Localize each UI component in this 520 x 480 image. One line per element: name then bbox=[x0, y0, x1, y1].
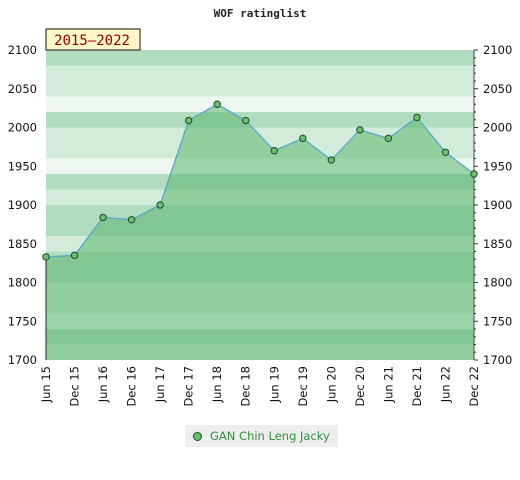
rating-point bbox=[70, 251, 79, 260]
y-tick-label-right: 1700 bbox=[483, 353, 512, 367]
y-tick-label-right: 1850 bbox=[483, 237, 512, 251]
background-band bbox=[46, 50, 474, 66]
x-tick-label: Jun 17 bbox=[153, 366, 167, 403]
rating-point bbox=[99, 213, 107, 222]
chart-title: WOF ratinglist bbox=[214, 7, 307, 20]
y-tick-label-right: 1800 bbox=[483, 276, 512, 290]
x-tick-label: Dec 19 bbox=[296, 366, 310, 407]
rating-point bbox=[356, 126, 364, 134]
x-tick-label: Jun 19 bbox=[267, 366, 281, 403]
rating-point bbox=[156, 201, 164, 209]
x-tick-label: Jun 15 bbox=[39, 366, 53, 403]
rating-point bbox=[184, 116, 193, 125]
rating-point bbox=[299, 134, 307, 143]
rating-point bbox=[270, 147, 278, 155]
rating-point bbox=[127, 216, 136, 224]
x-tick-label: Dec 16 bbox=[125, 366, 139, 407]
rating-area-fill bbox=[46, 104, 474, 360]
y-tick-label-right: 2050 bbox=[483, 82, 512, 96]
y-tick-label-left: 2000 bbox=[8, 121, 37, 135]
x-tick-label: Dec 21 bbox=[410, 366, 424, 407]
rating-point bbox=[242, 116, 250, 125]
background-band bbox=[46, 81, 474, 97]
x-tick-label: Dec 15 bbox=[68, 366, 82, 407]
y-tick-label-left: 1800 bbox=[8, 276, 37, 290]
period-badge-text: 2015–2022 bbox=[54, 33, 130, 49]
y-tick-label-left: 1900 bbox=[8, 198, 37, 212]
y-tick-label-left: 1850 bbox=[8, 237, 37, 251]
y-tick-label-right: 2100 bbox=[483, 43, 512, 57]
background-band bbox=[46, 112, 474, 128]
x-tick-label: Jun 21 bbox=[381, 366, 395, 403]
rating-point bbox=[441, 148, 450, 157]
y-tick-label-right: 1950 bbox=[483, 159, 512, 173]
background-band bbox=[46, 65, 474, 81]
y-tick-label-left: 1950 bbox=[8, 159, 37, 173]
rating-point bbox=[470, 170, 478, 178]
y-tick-label-left: 1700 bbox=[8, 353, 37, 367]
y-tick-label-right: 1900 bbox=[483, 198, 512, 212]
background-band bbox=[46, 96, 474, 112]
y-tick-label-left: 2100 bbox=[8, 43, 37, 57]
y-tick-label-right: 1750 bbox=[483, 314, 512, 328]
x-tick-label: Jun 22 bbox=[438, 366, 452, 403]
legend-marker-icon bbox=[193, 431, 202, 441]
rating-markers bbox=[42, 100, 478, 261]
rating-area bbox=[45, 103, 475, 360]
legend-label: GAN Chin Leng Jacky bbox=[210, 429, 330, 443]
rating-point bbox=[327, 156, 336, 164]
x-tick-label: Dec 17 bbox=[182, 366, 196, 407]
period-badge: 2015–2022 bbox=[45, 28, 141, 51]
x-tick-label: Dec 18 bbox=[239, 366, 253, 407]
y-tick-label-left: 2050 bbox=[8, 82, 37, 96]
rating-point bbox=[413, 113, 421, 122]
x-tick-label: Jun 18 bbox=[210, 366, 224, 403]
y-tick-label-right: 2000 bbox=[483, 121, 512, 135]
rating-point bbox=[42, 253, 50, 261]
x-tick-label: Jun 20 bbox=[324, 366, 338, 403]
x-tick-label: Jun 16 bbox=[96, 366, 110, 403]
x-tick-label: Dec 22 bbox=[467, 366, 481, 407]
legend: GAN Chin Leng Jacky bbox=[185, 425, 338, 447]
rating-point bbox=[213, 100, 221, 108]
y-tick-label-left: 1750 bbox=[8, 314, 37, 328]
rating-point bbox=[384, 134, 393, 143]
axes: 1700 1700 1750 1750 1800 1800 1850 1850 1900 1900… bbox=[8, 43, 513, 407]
rating-line bbox=[45, 103, 475, 258]
x-tick-label: Dec 20 bbox=[353, 366, 367, 407]
